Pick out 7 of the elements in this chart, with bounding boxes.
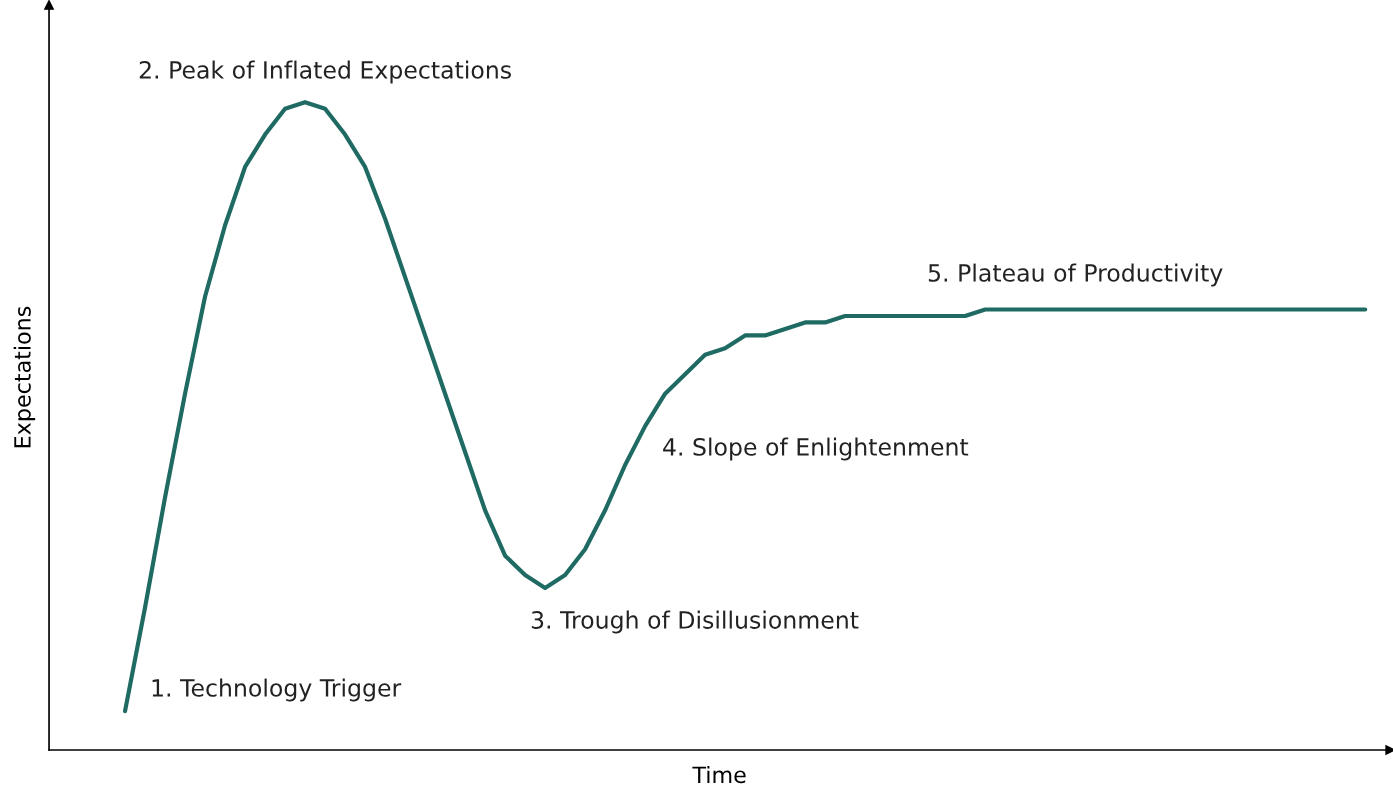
y-axis-title: Expectations: [13, 306, 36, 448]
x-axis-title: Time: [692, 765, 746, 784]
annotation: 1. Technology Trigger: [152, 678, 402, 702]
annotation: 5. Plateau of Productivity: [928, 263, 1223, 287]
annotation: 4. Slope of Enlightenment: [663, 437, 969, 461]
text: 2. Peak of Inflated Expectations: [139, 60, 511, 84]
annotation: 3. Trough of Disillusionment: [531, 610, 859, 634]
